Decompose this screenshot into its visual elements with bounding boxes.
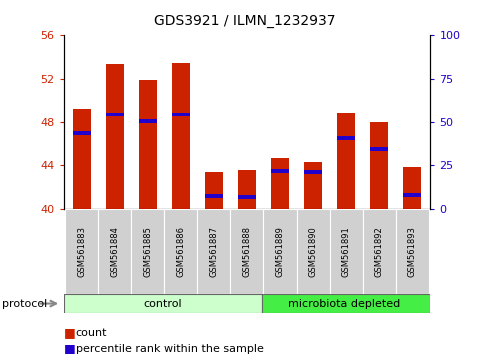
Bar (395, 209, 428, 294)
Text: GSM561883: GSM561883 (77, 226, 86, 277)
Bar (304, 170, 322, 174)
Bar (336, 114, 354, 209)
Bar (230, 209, 263, 294)
Bar (131, 209, 164, 294)
Text: percentile rank within the sample: percentile rank within the sample (76, 344, 263, 354)
Text: count: count (76, 328, 107, 338)
Text: GSM561887: GSM561887 (209, 226, 218, 277)
Bar (237, 170, 256, 209)
Bar (261, 294, 429, 313)
Bar (237, 195, 256, 199)
Text: GSM561886: GSM561886 (176, 226, 185, 277)
Bar (139, 80, 157, 209)
Bar (362, 209, 395, 294)
Bar (204, 194, 223, 198)
Bar (304, 162, 322, 209)
Text: protocol: protocol (2, 298, 48, 309)
Bar (336, 137, 354, 140)
Text: GSM561892: GSM561892 (374, 226, 383, 277)
Bar (204, 172, 223, 209)
Bar (329, 209, 362, 294)
Bar (171, 63, 189, 209)
Bar (98, 209, 131, 294)
Bar (402, 167, 420, 209)
Text: GSM561889: GSM561889 (275, 226, 284, 277)
Text: microbiota depleted: microbiota depleted (288, 298, 400, 309)
Text: GSM561888: GSM561888 (242, 226, 251, 277)
Bar (369, 147, 387, 151)
Text: GSM561885: GSM561885 (143, 226, 152, 277)
Bar (164, 209, 197, 294)
Text: ■: ■ (63, 342, 75, 354)
Bar (65, 209, 98, 294)
Bar (73, 131, 91, 135)
Bar (270, 158, 288, 209)
Text: GDS3921 / ILMN_1232937: GDS3921 / ILMN_1232937 (153, 14, 335, 28)
Bar (263, 209, 296, 294)
Bar (171, 113, 189, 116)
Bar (63, 294, 261, 313)
Text: GSM561893: GSM561893 (407, 226, 416, 277)
Bar (369, 122, 387, 209)
Bar (139, 119, 157, 123)
Text: control: control (143, 298, 182, 309)
Bar (105, 113, 123, 116)
Text: GSM561891: GSM561891 (341, 226, 350, 277)
Text: GSM561884: GSM561884 (110, 226, 119, 277)
Bar (270, 169, 288, 173)
Text: GSM561890: GSM561890 (308, 226, 317, 277)
Bar (105, 64, 123, 209)
Text: ■: ■ (63, 326, 75, 339)
Bar (402, 193, 420, 197)
Bar (296, 209, 329, 294)
Bar (197, 209, 230, 294)
Bar (73, 109, 91, 209)
